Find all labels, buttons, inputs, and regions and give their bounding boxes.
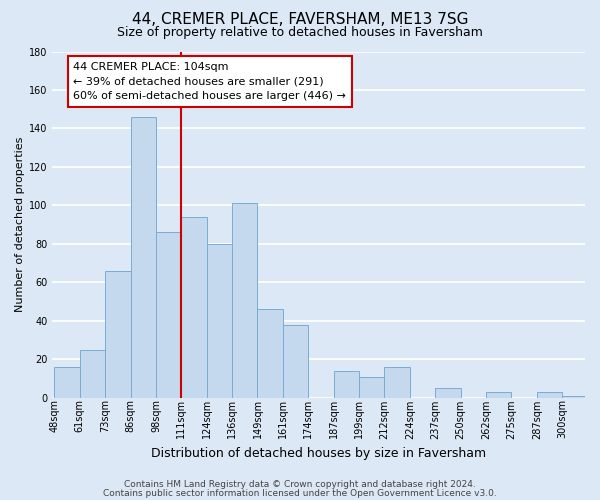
Bar: [537, 392, 562, 398]
Bar: [232, 204, 257, 398]
Bar: [486, 392, 511, 398]
Bar: [181, 217, 207, 398]
Text: Contains HM Land Registry data © Crown copyright and database right 2024.: Contains HM Land Registry data © Crown c…: [124, 480, 476, 489]
Bar: [562, 396, 587, 398]
Bar: [80, 350, 105, 398]
Bar: [105, 271, 131, 398]
Text: Contains public sector information licensed under the Open Government Licence v3: Contains public sector information licen…: [103, 488, 497, 498]
Bar: [131, 117, 156, 398]
Bar: [257, 310, 283, 398]
Bar: [207, 244, 232, 398]
X-axis label: Distribution of detached houses by size in Faversham: Distribution of detached houses by size …: [151, 447, 486, 460]
Bar: [435, 388, 461, 398]
Text: 44 CREMER PLACE: 104sqm
← 39% of detached houses are smaller (291)
60% of semi-d: 44 CREMER PLACE: 104sqm ← 39% of detache…: [73, 62, 346, 102]
Bar: [359, 376, 385, 398]
Bar: [55, 367, 80, 398]
Bar: [283, 324, 308, 398]
Y-axis label: Number of detached properties: Number of detached properties: [15, 137, 25, 312]
Bar: [385, 367, 410, 398]
Text: 44, CREMER PLACE, FAVERSHAM, ME13 7SG: 44, CREMER PLACE, FAVERSHAM, ME13 7SG: [132, 12, 468, 28]
Bar: [156, 232, 181, 398]
Bar: [334, 371, 359, 398]
Text: Size of property relative to detached houses in Faversham: Size of property relative to detached ho…: [117, 26, 483, 39]
